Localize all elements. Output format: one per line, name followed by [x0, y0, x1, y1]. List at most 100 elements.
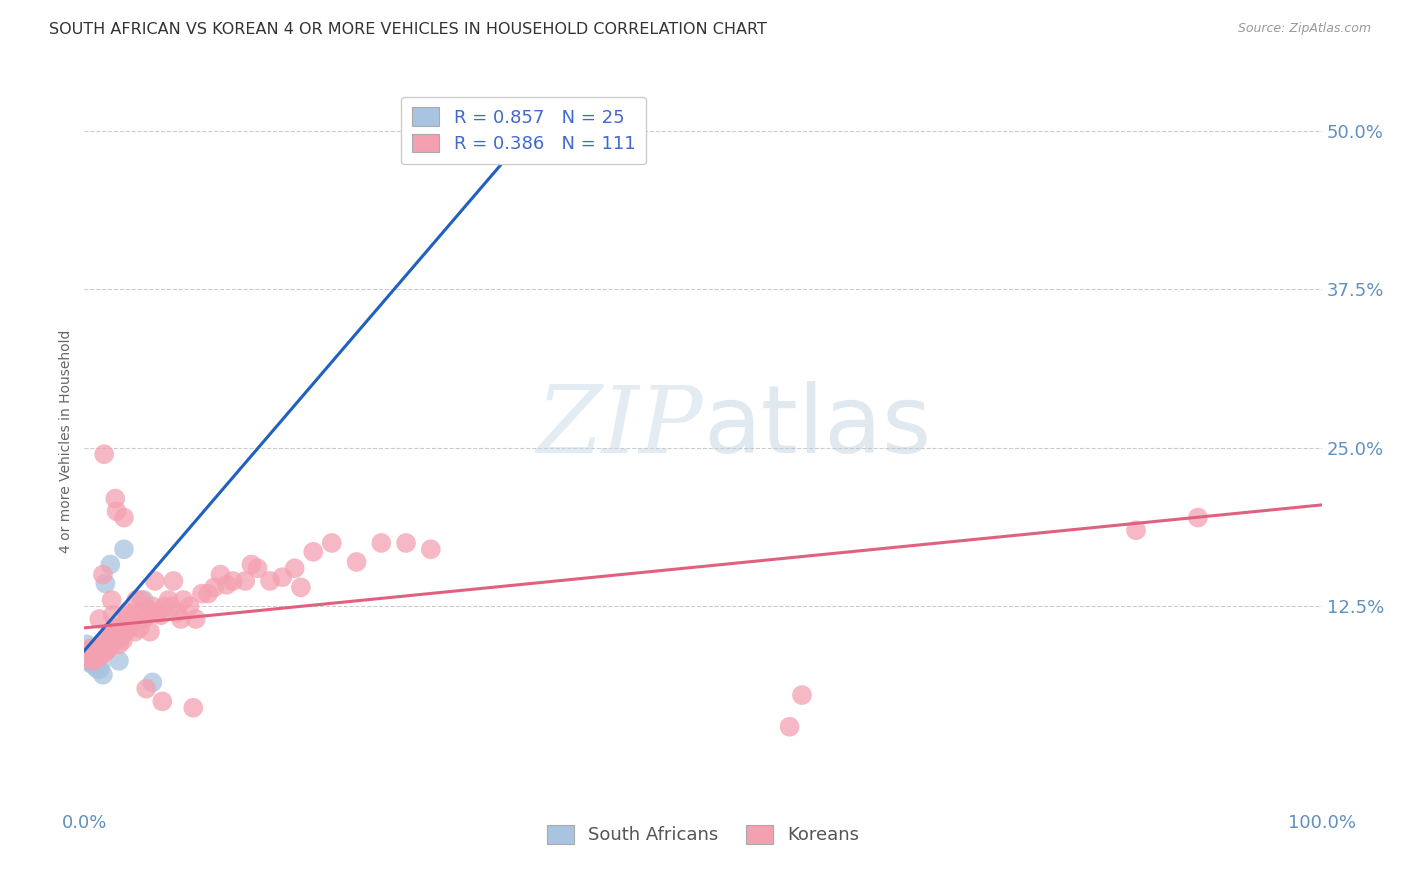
Point — [209, 567, 232, 582]
Point — [89, 646, 111, 660]
Point — [107, 621, 129, 635]
Point — [157, 593, 180, 607]
Point — [82, 651, 104, 665]
Point — [215, 578, 238, 592]
Point — [160, 599, 183, 614]
Point — [370, 536, 392, 550]
Point — [80, 643, 103, 657]
Point — [233, 574, 256, 588]
Point — [84, 659, 107, 673]
Point — [122, 612, 145, 626]
Point — [84, 646, 107, 660]
Text: Source: ZipAtlas.com: Source: ZipAtlas.com — [1237, 22, 1371, 36]
Point — [94, 576, 117, 591]
Point — [290, 580, 312, 594]
Point — [77, 648, 100, 662]
Point — [103, 633, 125, 648]
Point — [86, 641, 108, 656]
Point — [181, 700, 204, 714]
Point — [97, 631, 120, 645]
Point — [86, 661, 108, 675]
Text: atlas: atlas — [703, 381, 931, 473]
Point — [84, 651, 107, 665]
Point — [395, 536, 418, 550]
Point — [166, 606, 188, 620]
Point — [271, 570, 294, 584]
Point — [129, 621, 152, 635]
Point — [103, 627, 125, 641]
Point — [127, 606, 149, 620]
Point — [108, 654, 131, 668]
Point — [150, 608, 173, 623]
Point — [80, 652, 103, 666]
Point — [419, 542, 441, 557]
Point — [90, 636, 112, 650]
Point — [98, 558, 121, 572]
Point — [79, 654, 101, 668]
Point — [170, 612, 193, 626]
Point — [96, 643, 118, 657]
Point — [240, 558, 263, 572]
Point — [91, 641, 114, 656]
Point — [153, 599, 176, 614]
Point — [259, 574, 281, 588]
Point — [91, 567, 114, 582]
Point — [108, 637, 131, 651]
Point — [131, 612, 153, 626]
Point — [105, 504, 128, 518]
Point — [141, 599, 163, 614]
Point — [118, 608, 141, 623]
Point — [132, 593, 155, 607]
Point — [79, 648, 101, 663]
Point — [79, 643, 101, 657]
Point — [93, 447, 115, 461]
Point — [79, 652, 101, 666]
Point — [98, 631, 121, 645]
Point — [100, 637, 122, 651]
Point — [82, 655, 104, 669]
Point — [112, 510, 135, 524]
Point — [82, 646, 104, 660]
Point — [94, 637, 117, 651]
Point — [96, 637, 118, 651]
Point — [246, 561, 269, 575]
Point — [111, 633, 134, 648]
Point — [107, 628, 129, 642]
Point — [90, 646, 112, 660]
Point — [97, 636, 120, 650]
Point — [108, 631, 131, 645]
Point — [112, 542, 135, 557]
Point — [284, 561, 307, 575]
Point — [104, 491, 127, 506]
Point — [79, 652, 101, 666]
Point — [114, 624, 136, 639]
Point — [82, 648, 104, 663]
Point — [93, 646, 115, 660]
Point — [87, 643, 110, 657]
Point — [135, 681, 157, 696]
Point — [115, 606, 138, 620]
Point — [779, 720, 801, 734]
Point — [148, 606, 170, 620]
Point — [1187, 510, 1209, 524]
Point — [80, 652, 103, 666]
Point — [105, 621, 128, 635]
Point — [117, 618, 139, 632]
Point — [89, 648, 111, 662]
Point — [94, 643, 117, 657]
Text: SOUTH AFRICAN VS KOREAN 4 OR MORE VEHICLES IN HOUSEHOLD CORRELATION CHART: SOUTH AFRICAN VS KOREAN 4 OR MORE VEHICL… — [49, 22, 768, 37]
Point — [89, 643, 111, 657]
Point — [139, 624, 162, 639]
Point — [83, 654, 105, 668]
Point — [302, 545, 325, 559]
Point — [202, 580, 225, 594]
Point — [1125, 523, 1147, 537]
Point — [87, 650, 110, 665]
Point — [143, 574, 166, 588]
Point — [110, 624, 132, 639]
Point — [80, 657, 103, 671]
Legend: South Africans, Koreans: South Africans, Koreans — [540, 818, 866, 852]
Point — [100, 593, 122, 607]
Point — [98, 637, 121, 651]
Point — [138, 603, 160, 617]
